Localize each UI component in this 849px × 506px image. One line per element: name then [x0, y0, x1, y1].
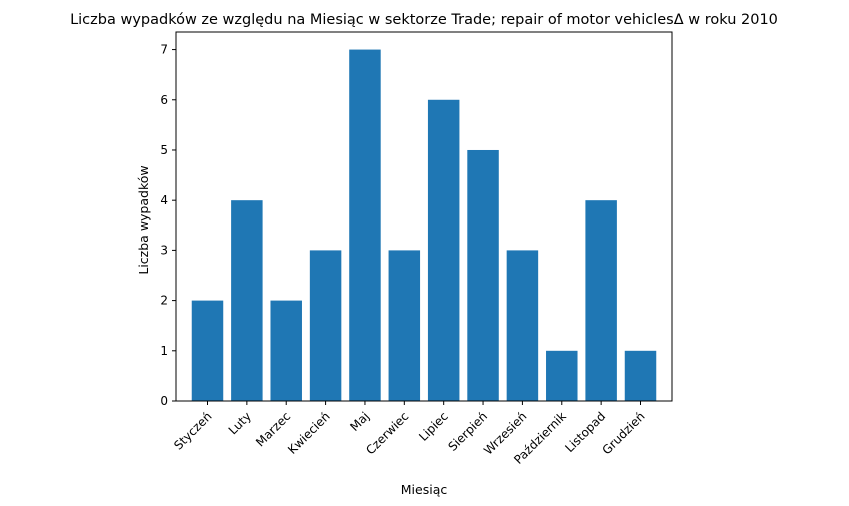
x-tick-label: Luty	[226, 409, 254, 437]
bar-1	[191, 300, 224, 401]
x-tick-label: Czerwiec	[363, 409, 411, 457]
bar-11	[585, 200, 617, 401]
x-tick-label: Styczeń	[171, 409, 214, 452]
y-axis-ticks: 0 1 2 3 4 5 6 7	[160, 43, 176, 408]
x-tick-label: Maj	[347, 409, 372, 434]
plot-frame	[175, 31, 673, 402]
y-tick-label: 7	[160, 43, 168, 57]
bar-10	[546, 350, 578, 401]
y-tick-label: 1	[160, 344, 168, 358]
bar-9	[506, 250, 539, 401]
y-tick-label: 2	[160, 294, 168, 308]
bar-5	[349, 49, 381, 401]
chart-title: Liczba wypadków ze względu na Miesiąc w …	[70, 12, 778, 28]
bar-7	[427, 99, 460, 401]
x-tick-label: Lipiec	[416, 409, 451, 444]
y-tick-label: 5	[160, 143, 168, 157]
bar-8	[467, 149, 499, 401]
bars-group	[191, 49, 657, 401]
y-tick-label: 6	[160, 93, 168, 107]
x-axis-label: Miesiąc	[401, 482, 448, 497]
bar-4	[309, 250, 342, 401]
bar-2	[231, 200, 263, 401]
x-tick-label: Grudzień	[599, 409, 647, 457]
y-tick-label: 4	[160, 193, 168, 207]
y-axis-label: Liczba wypadków	[136, 165, 151, 274]
x-tick-label: Kwiecień	[285, 409, 333, 457]
bar-3	[270, 300, 302, 401]
bar-6	[388, 250, 421, 401]
y-tick-label: 3	[160, 243, 168, 257]
y-tick-label: 0	[160, 394, 168, 408]
bar-12	[624, 350, 657, 401]
